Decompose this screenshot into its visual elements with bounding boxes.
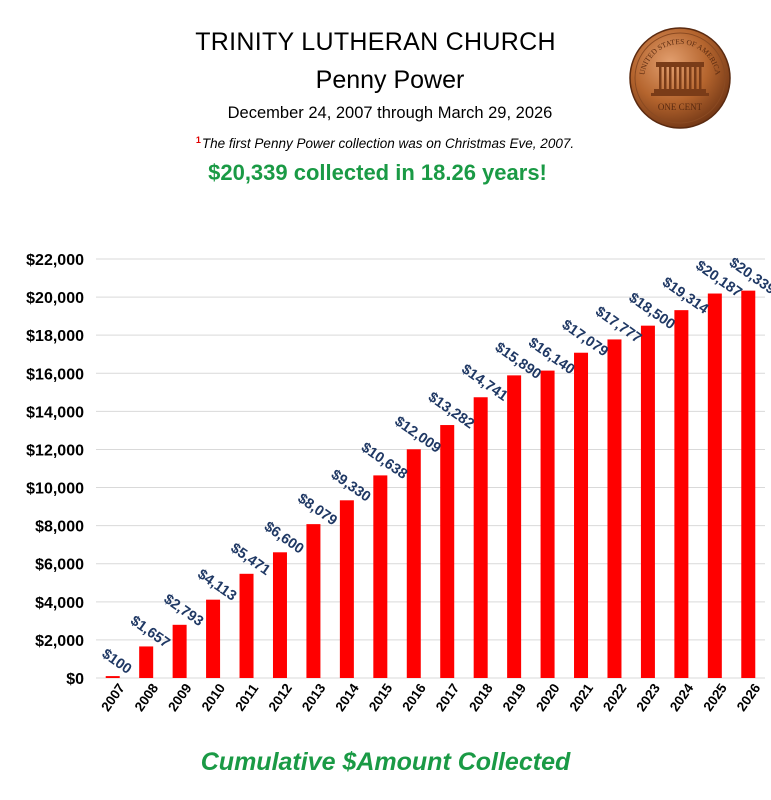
y-tick-label: $8,000 [35,519,84,536]
x-tick-label: 2007 [98,681,128,714]
x-tick-label: 2020 [533,681,563,714]
y-tick-label: $6,000 [35,557,84,574]
bar-2023 [640,325,655,678]
y-tick-label: $14,000 [26,404,84,421]
program-title: Penny Power [315,66,465,94]
x-tick-label: 2019 [500,681,530,714]
data-label-2007: $100 [99,646,135,678]
x-tick-label: 2009 [165,681,195,714]
y-tick-label: $18,000 [26,328,84,345]
data-label-2014: $9,330 [328,467,374,506]
y-tick-label: $2,000 [35,633,84,650]
bar-2022 [607,339,622,678]
chart-caption: Cumulative $Amount Collected [200,748,571,776]
x-tick-label: 2018 [466,680,496,714]
x-tick-label: 2024 [667,680,697,714]
y-tick-label: $4,000 [35,595,84,612]
x-tick-label: 2010 [199,681,229,714]
bar-2017 [440,425,455,678]
bar-2016 [406,449,421,678]
bar-2014 [339,500,354,678]
y-tick-label: $22,000 [26,252,84,269]
bar-2010 [206,599,221,678]
headline-total: $20,339 collected in 18.26 years! [208,160,547,185]
x-tick-label: 2023 [633,680,663,714]
x-tick-label: 2022 [600,681,630,714]
y-tick-label: $0 [66,671,84,688]
bar-2021 [574,352,589,678]
bar-2019 [507,375,522,678]
data-label-2012: $6,600 [261,519,307,558]
bar-2026 [741,290,756,678]
footnote: 1The first Penny Power collection was on… [35,135,735,151]
bar-2018 [473,397,488,678]
data-label-2011: $5,471 [228,540,274,579]
bar-2024 [674,310,689,678]
x-tick-label: 2012 [266,681,296,714]
bar-2011 [239,573,254,678]
data-label-2009: $2,793 [161,591,207,630]
data-label-2013: $8,079 [294,491,340,530]
x-tick-label: 2021 [567,680,597,714]
x-tick-label: 2015 [366,680,396,714]
x-tick-label: 2013 [299,680,329,714]
x-tick-label: 2014 [332,680,362,714]
x-tick-label: 2011 [232,681,261,714]
y-tick-label: $20,000 [26,290,84,307]
penny-bottom-text: ONE CENT [658,102,703,112]
bar-2025 [707,293,722,678]
bar-2013 [306,524,321,678]
bar-chart: $0 $2,000 $4,000 $6,000 $8,000 $10,000 $12,000… [26,252,771,714]
y-tick-label: $10,000 [26,481,84,498]
church-title: TRINITY LUTHERAN CHURCH [195,28,556,56]
bar-2012 [272,552,287,678]
x-tick-label: 2026 [734,680,764,714]
lincoln-memorial-icon [651,62,709,96]
date-range: December 24, 2007 through March 29, 2026 [227,104,553,122]
footnote-marker: 1 [195,135,201,145]
bar-2020 [540,370,555,678]
data-label-2010: $4,113 [194,566,239,604]
data-label-2008: $1,657 [127,613,173,652]
bar-2007 [105,676,120,678]
bar-2008 [139,646,154,678]
penny-coin-icon: UNITED STATES OF AMERICA ONE CENT [629,27,731,129]
bar-2009 [172,624,187,678]
x-tick-label: 2016 [399,680,429,714]
x-tick-label: 2017 [433,681,463,714]
x-tick-label: 2008 [132,680,162,714]
y-tick-label: $16,000 [26,366,84,383]
footnote-text: The first Penny Power collection was on … [201,136,575,151]
x-tick-label: 2025 [700,680,730,714]
y-tick-label: $12,000 [26,442,84,459]
bar-2015 [373,475,388,678]
